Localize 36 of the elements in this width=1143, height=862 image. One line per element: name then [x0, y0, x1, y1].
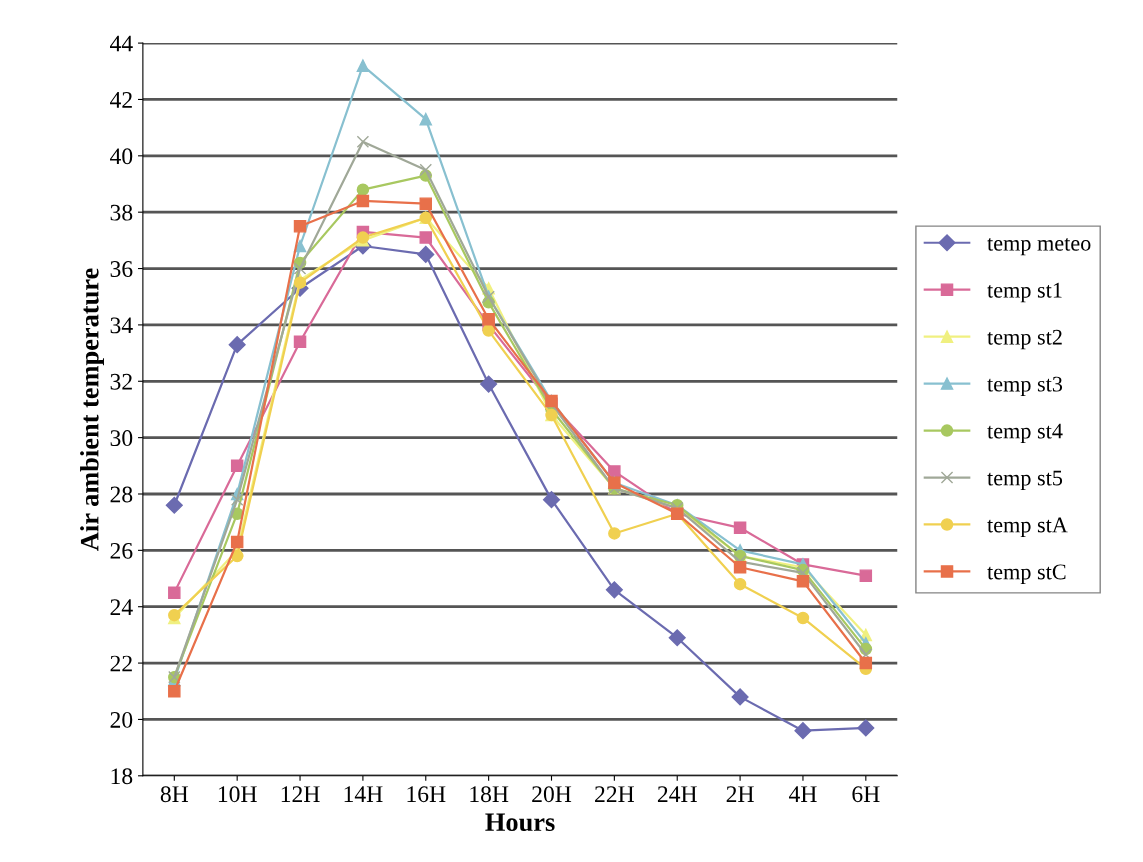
- y-tick-label: 36: [110, 261, 133, 277]
- y-tick-label: 30: [110, 430, 133, 447]
- y-tick-label: 34: [110, 317, 133, 334]
- x-tick-label: 14H: [344, 786, 383, 802]
- x-tick-label: 6H: [852, 786, 880, 803]
- x-tick-label: 10H: [218, 786, 257, 803]
- x-tick-label: 20H: [532, 786, 572, 803]
- x-tick-label: 24H: [657, 786, 697, 802]
- x-tick-label: 4H: [788, 786, 817, 802]
- legend-label: temp st4: [987, 423, 1063, 444]
- y-tick-label: 40: [110, 148, 133, 165]
- y-tick-label: 20: [110, 711, 133, 728]
- y-tick-label: 28: [110, 486, 133, 503]
- y-tick-label: 38: [110, 204, 133, 221]
- y-tick-label: 42: [110, 92, 132, 108]
- x-tick-label: 22H: [595, 786, 634, 802]
- x-axis-title: Hours: [485, 813, 555, 832]
- x-tick-label: 8H: [160, 786, 189, 803]
- y-tick-label: 24: [110, 599, 133, 615]
- x-tick-label: 2H: [726, 786, 754, 802]
- legend-label: temp st3: [987, 376, 1063, 397]
- y-tick-label: 22: [110, 655, 132, 672]
- y-tick-label: 32: [110, 373, 132, 390]
- y-axis-title: Air ambient temperature: [80, 268, 104, 551]
- legend-label: temp st1: [987, 282, 1062, 303]
- x-tick-label: 16H: [407, 786, 446, 803]
- x-tick-label: 12H: [281, 786, 320, 802]
- x-tick-label: 18H: [470, 786, 509, 803]
- legend-label: temp st2: [987, 329, 1062, 350]
- y-tick-label: 26: [110, 542, 133, 559]
- legend-label: temp stA: [987, 517, 1068, 537]
- legend-label: temp st5: [987, 470, 1063, 491]
- y-tick-label: 18: [111, 768, 133, 785]
- legend-label: temp stC: [987, 564, 1066, 584]
- y-tick-label: 44: [110, 35, 133, 52]
- legend-label: temp meteo: [987, 238, 1091, 256]
